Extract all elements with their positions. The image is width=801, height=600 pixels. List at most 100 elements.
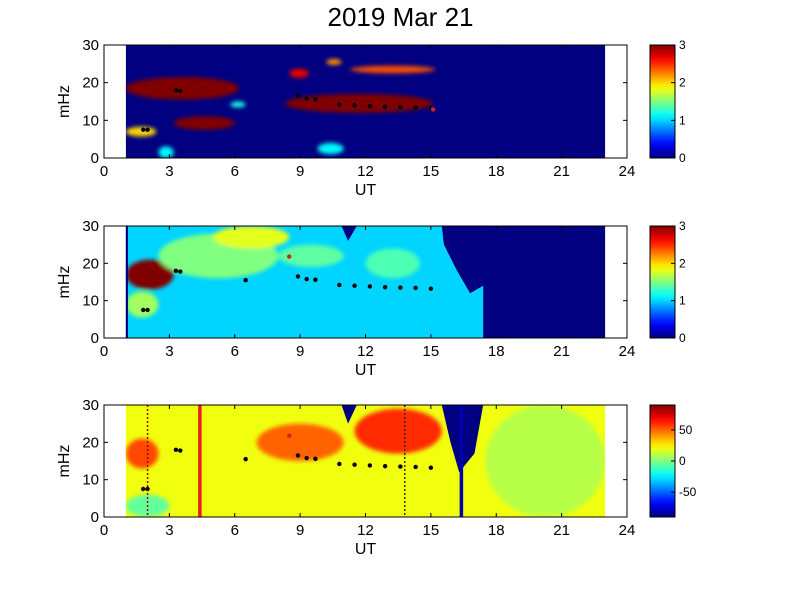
x-tick-label: 3 bbox=[165, 522, 173, 539]
x-tick-label: 15 bbox=[423, 163, 440, 180]
colorbar-gradient bbox=[649, 44, 676, 159]
peak-marker bbox=[398, 285, 403, 290]
peak-marker bbox=[352, 283, 357, 288]
heatmap-blob bbox=[365, 248, 420, 279]
peak-marker bbox=[243, 456, 248, 462]
x-tick-label: 3 bbox=[165, 343, 173, 360]
heatmap-blob bbox=[125, 291, 159, 318]
peak-marker bbox=[367, 284, 373, 289]
peak-marker bbox=[141, 307, 146, 313]
peak-marker bbox=[173, 268, 179, 273]
peak-marker bbox=[352, 103, 357, 108]
x-tick-label: 18 bbox=[488, 343, 505, 360]
peak-marker bbox=[428, 286, 434, 291]
peak-marker bbox=[352, 462, 357, 467]
peak-marker bbox=[178, 269, 183, 274]
heatmap-blob bbox=[289, 68, 309, 78]
x-tick-label: 21 bbox=[553, 343, 570, 360]
masked-region bbox=[441, 226, 606, 338]
colorbar-tick-label: 0 bbox=[679, 454, 686, 468]
heatmap-blob bbox=[212, 226, 290, 249]
peak-marker bbox=[367, 463, 373, 468]
peak-marker bbox=[337, 461, 342, 467]
colorbar-tick-label: 2 bbox=[679, 256, 686, 270]
heatmap-data bbox=[125, 45, 606, 158]
peak-marker bbox=[337, 102, 342, 107]
peak-marker bbox=[295, 274, 301, 279]
masked-region bbox=[125, 226, 128, 338]
colorbar: -50 0 50 bbox=[649, 404, 697, 518]
colorbar-tick-label: -50 bbox=[679, 485, 697, 499]
x-tick-label: 0 bbox=[100, 343, 108, 360]
x-tick-label: 12 bbox=[357, 343, 374, 360]
colorbar-gradient bbox=[649, 404, 676, 518]
x-tick-label: 21 bbox=[553, 522, 570, 539]
peak-marker bbox=[313, 277, 318, 282]
heatmap-blob bbox=[230, 101, 246, 108]
peak-marker-red bbox=[430, 107, 436, 112]
peak-marker bbox=[141, 127, 146, 132]
x-tick-label: 0 bbox=[100, 522, 108, 539]
peak-marker bbox=[145, 486, 150, 492]
x-tick-label: 18 bbox=[488, 163, 505, 180]
heatmap-blob bbox=[158, 146, 174, 158]
peak-marker bbox=[382, 464, 388, 469]
x-tick-label: 24 bbox=[619, 163, 636, 180]
peak-marker bbox=[428, 465, 434, 470]
y-tick-label: 10 bbox=[82, 472, 99, 489]
peak-marker bbox=[313, 456, 318, 461]
y-tick-label: 30 bbox=[82, 37, 99, 54]
peak-marker bbox=[141, 486, 146, 492]
masked-region bbox=[341, 405, 357, 424]
peak-marker bbox=[398, 464, 403, 469]
x-tick-label: 12 bbox=[357, 522, 374, 539]
y-axis-label: mHz bbox=[56, 85, 73, 118]
heatmap-blob bbox=[350, 65, 436, 74]
y-tick-label: 10 bbox=[82, 293, 99, 310]
x-tick-label: 15 bbox=[423, 343, 440, 360]
colorbar-tick-label: 1 bbox=[679, 113, 686, 127]
colorbar: 0 1 2 3 bbox=[649, 38, 686, 165]
x-axis-label: UT bbox=[355, 541, 377, 558]
heatmap-blob bbox=[125, 259, 174, 290]
peak-marker bbox=[145, 127, 150, 132]
colorbar-tick-label: 2 bbox=[679, 76, 686, 90]
x-tick-label: 6 bbox=[231, 163, 239, 180]
colorbar-tick-label: 0 bbox=[679, 331, 686, 345]
x-tick-label: 3 bbox=[165, 163, 173, 180]
heatmap-blob bbox=[278, 244, 344, 268]
heatmap-data bbox=[125, 405, 606, 517]
panel-3-phase-map: 0 3 6 9 12 15 18 21 24 0 10 20 30 UT mHz -50 0 50 bbox=[56, 397, 697, 558]
peak-marker bbox=[382, 104, 388, 109]
x-axis-label: UT bbox=[355, 362, 377, 379]
heatmap-blob bbox=[125, 77, 240, 100]
peak-marker bbox=[178, 88, 183, 94]
heatmap-data bbox=[125, 226, 606, 338]
masked-region bbox=[341, 226, 357, 241]
y-tick-label: 30 bbox=[82, 397, 99, 414]
figure-title: 2019 Mar 21 bbox=[327, 2, 474, 32]
peak-marker bbox=[173, 447, 179, 452]
y-tick-label: 20 bbox=[82, 75, 99, 92]
peak-marker bbox=[304, 455, 309, 461]
colorbar-tick-label: 3 bbox=[679, 38, 686, 52]
peak-marker bbox=[304, 276, 309, 282]
x-tick-label: 9 bbox=[296, 343, 304, 360]
x-tick-label: 21 bbox=[553, 163, 570, 180]
peak-marker bbox=[243, 277, 248, 283]
heatmap-blob bbox=[326, 58, 342, 65]
y-tick-label: 20 bbox=[82, 255, 99, 272]
heatmap-blob bbox=[485, 405, 606, 517]
peak-marker bbox=[313, 97, 318, 102]
x-tick-label: 24 bbox=[619, 343, 636, 360]
x-tick-label: 9 bbox=[296, 522, 304, 539]
x-tick-label: 0 bbox=[100, 163, 108, 180]
y-tick-label: 20 bbox=[82, 434, 99, 451]
colorbar-gradient bbox=[649, 225, 676, 339]
x-tick-label: 18 bbox=[488, 522, 505, 539]
peak-marker bbox=[145, 307, 150, 313]
peak-marker bbox=[295, 453, 301, 458]
